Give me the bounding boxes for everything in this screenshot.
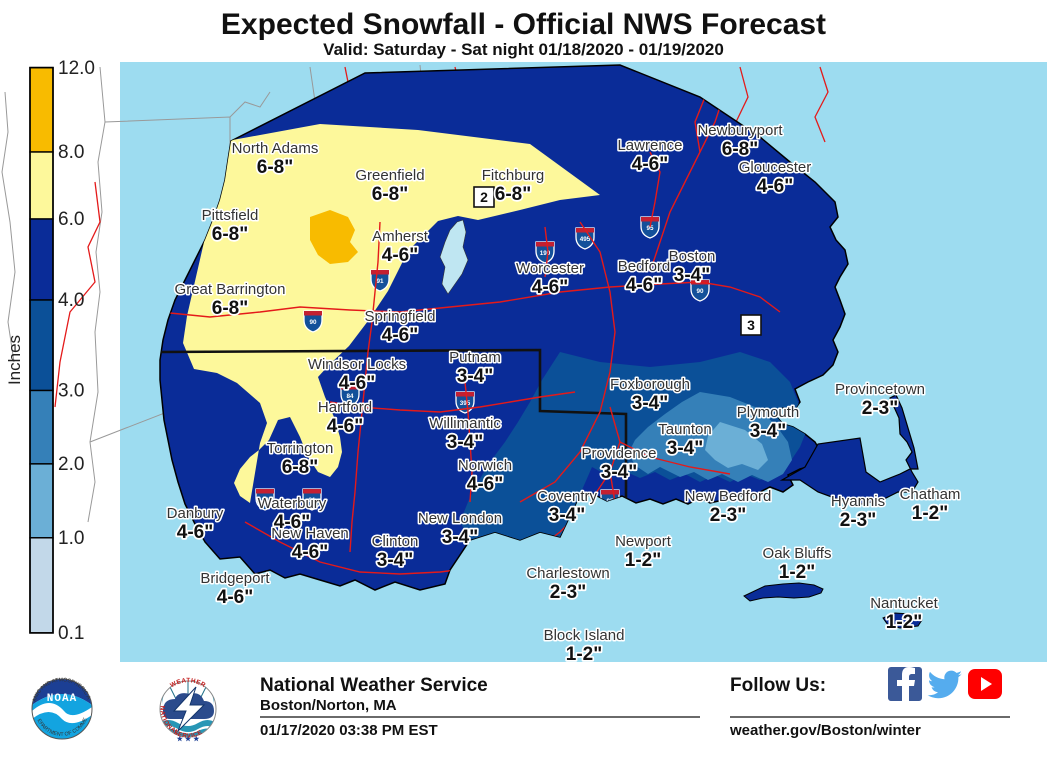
svg-text:4-6": 4-6" [532, 277, 568, 298]
svg-text:Pittsfield: Pittsfield [202, 207, 259, 224]
svg-text:90: 90 [696, 288, 704, 295]
svg-text:Amherst: Amherst [372, 228, 429, 245]
svg-text:3: 3 [747, 317, 755, 333]
svg-text:Follow Us:: Follow Us: [730, 675, 826, 696]
svg-text:North Adams: North Adams [232, 140, 319, 157]
svg-text:6-8": 6-8" [372, 184, 408, 205]
svg-text:Block Island: Block Island [544, 627, 625, 644]
svg-text:Springfield: Springfield [365, 308, 436, 325]
svg-text:3-4": 3-4" [750, 421, 786, 442]
svg-text:2-3": 2-3" [862, 398, 898, 419]
svg-text:01/17/2020 03:38 PM EST: 01/17/2020 03:38 PM EST [260, 722, 438, 739]
svg-text:4-6": 4-6" [292, 542, 328, 563]
svg-text:New Bedford: New Bedford [685, 488, 772, 505]
svg-text:NOAA: NOAA [47, 693, 77, 705]
svg-text:Clinton: Clinton [372, 533, 419, 550]
svg-text:Nantucket: Nantucket [870, 595, 938, 612]
svg-text:8.0: 8.0 [58, 142, 84, 163]
svg-text:Greenfield: Greenfield [355, 167, 424, 184]
svg-text:12.0: 12.0 [58, 58, 95, 79]
svg-text:3-4": 3-4" [667, 438, 703, 459]
svg-text:Providence: Providence [581, 445, 656, 462]
svg-text:6.0: 6.0 [58, 209, 84, 230]
svg-text:3-4": 3-4" [674, 265, 710, 286]
svg-text:395: 395 [460, 400, 471, 407]
svg-text:3-4": 3-4" [447, 432, 483, 453]
svg-text:Danbury: Danbury [167, 505, 224, 522]
svg-text:Fitchburg: Fitchburg [482, 167, 545, 184]
svg-text:Worcester: Worcester [516, 260, 584, 277]
svg-text:Chatham: Chatham [900, 486, 961, 503]
svg-text:91: 91 [376, 278, 384, 285]
svg-text:National Weather Service: National Weather Service [260, 675, 488, 696]
svg-text:2: 2 [480, 189, 488, 205]
svg-text:90: 90 [309, 319, 317, 326]
svg-text:Willimantic: Willimantic [429, 415, 501, 432]
svg-text:Coventry: Coventry [537, 488, 598, 505]
svg-text:1-2": 1-2" [625, 550, 661, 571]
svg-text:495: 495 [580, 236, 591, 243]
svg-text:Newport: Newport [615, 533, 672, 550]
svg-text:Provincetown: Provincetown [835, 381, 925, 398]
svg-text:2-3": 2-3" [710, 505, 746, 526]
svg-text:New London: New London [418, 510, 502, 527]
svg-text:3-4": 3-4" [377, 550, 413, 571]
svg-text:3-4": 3-4" [442, 527, 478, 548]
svg-text:4-6": 4-6" [757, 176, 793, 197]
svg-text:4-6": 4-6" [327, 416, 363, 437]
svg-text:1-2": 1-2" [886, 612, 922, 633]
svg-text:6-8": 6-8" [212, 224, 248, 245]
svg-text:6-8": 6-8" [722, 139, 758, 160]
svg-text:1-2": 1-2" [912, 503, 948, 524]
svg-text:2-3": 2-3" [550, 582, 586, 603]
svg-text:Bedford: Bedford [618, 258, 671, 275]
svg-text:Bridgeport: Bridgeport [200, 570, 270, 587]
svg-text:3-4": 3-4" [632, 393, 668, 414]
svg-text:2-3": 2-3" [840, 510, 876, 531]
svg-text:4-6": 4-6" [274, 512, 310, 533]
svg-text:1-2": 1-2" [779, 562, 815, 583]
svg-text:Norwich: Norwich [458, 457, 512, 474]
svg-text:4-6": 4-6" [382, 325, 418, 346]
svg-text:4-6": 4-6" [467, 474, 503, 495]
svg-text:4-6": 4-6" [339, 373, 375, 394]
svg-text:Waterbury: Waterbury [258, 495, 327, 512]
svg-text:190: 190 [540, 250, 551, 257]
svg-text:1.0: 1.0 [58, 528, 84, 549]
svg-text:3-4": 3-4" [601, 462, 637, 483]
svg-text:6-8": 6-8" [282, 457, 318, 478]
svg-text:Torrington: Torrington [267, 440, 334, 457]
svg-text:4-6": 4-6" [632, 154, 668, 175]
svg-text:Inches: Inches [5, 335, 24, 385]
svg-text:Putnam: Putnam [449, 349, 501, 366]
svg-text:0.1: 0.1 [58, 623, 84, 644]
svg-text:2.0: 2.0 [58, 454, 84, 475]
svg-text:Newburyport: Newburyport [697, 122, 783, 139]
svg-text:weather.gov/Boston/winter: weather.gov/Boston/winter [729, 722, 921, 739]
svg-text:6-8": 6-8" [495, 184, 531, 205]
svg-text:Foxborough: Foxborough [610, 376, 690, 393]
svg-text:4-6": 4-6" [177, 522, 213, 543]
svg-text:Charlestown: Charlestown [526, 565, 609, 582]
svg-text:Boston: Boston [669, 248, 716, 265]
svg-text:4-6": 4-6" [626, 275, 662, 296]
svg-text:Lawrence: Lawrence [617, 137, 682, 154]
svg-text:6-8": 6-8" [212, 298, 248, 319]
svg-text:4.0: 4.0 [58, 290, 84, 311]
svg-text:Windsor Locks: Windsor Locks [308, 356, 406, 373]
svg-text:Oak Bluffs: Oak Bluffs [763, 545, 832, 562]
svg-text:3.0: 3.0 [58, 381, 84, 402]
svg-text:Boston/Norton, MA: Boston/Norton, MA [260, 697, 397, 714]
svg-text:Hyannis: Hyannis [831, 493, 885, 510]
svg-text:3-4": 3-4" [457, 366, 493, 387]
svg-text:Taunton: Taunton [658, 421, 711, 438]
svg-text:Great Barrington: Great Barrington [175, 281, 286, 298]
svg-text:Plymouth: Plymouth [737, 404, 800, 421]
svg-text:Hartford: Hartford [318, 399, 372, 416]
svg-text:3-4": 3-4" [549, 505, 585, 526]
svg-text:Gloucester: Gloucester [739, 159, 812, 176]
svg-text:4-6": 4-6" [382, 245, 418, 266]
svg-text:4-6": 4-6" [217, 587, 253, 608]
svg-text:6-8": 6-8" [257, 157, 293, 178]
